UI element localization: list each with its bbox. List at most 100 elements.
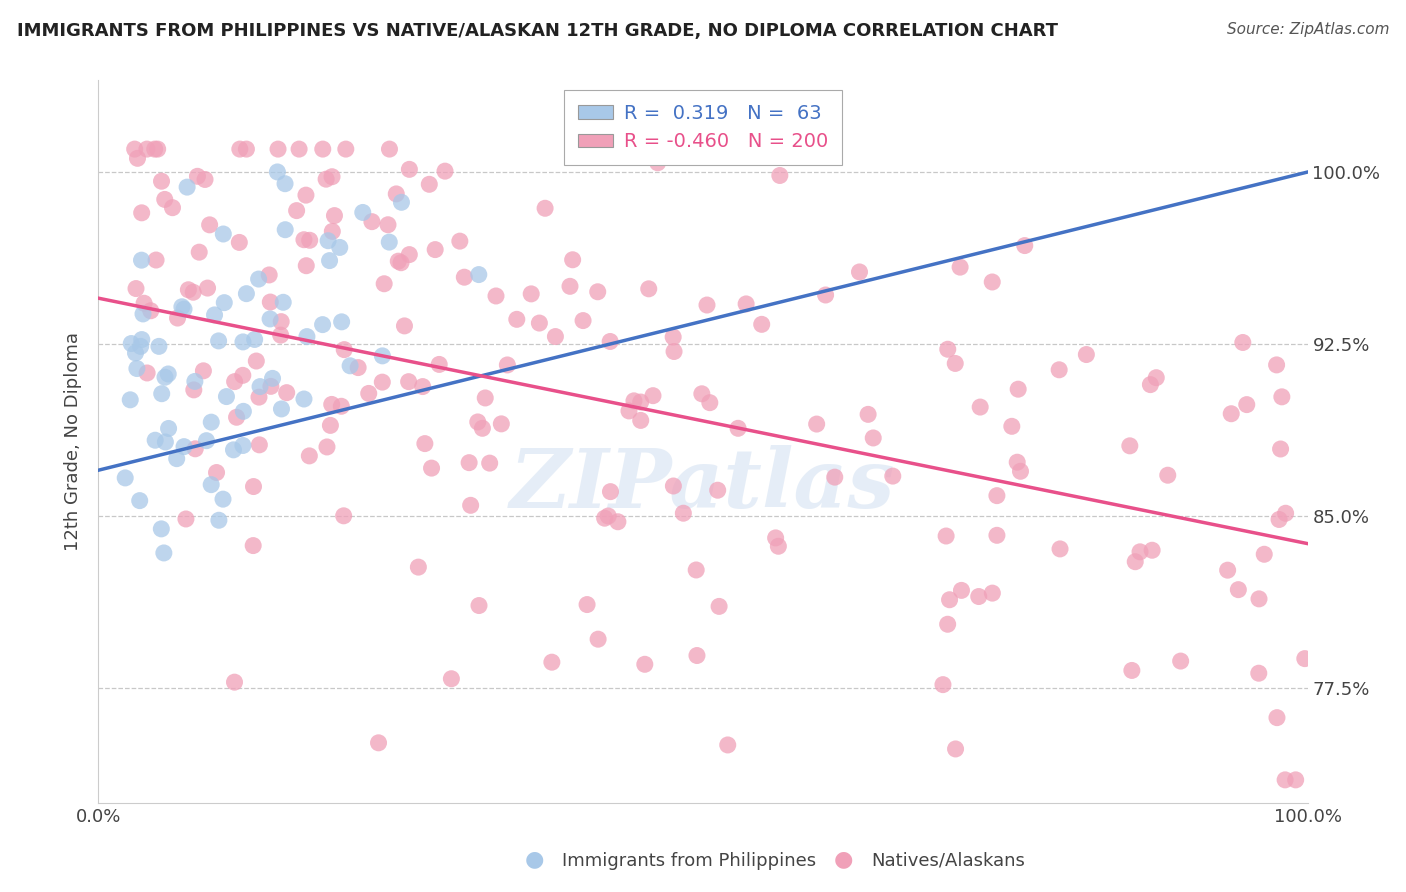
Point — [128, 493, 150, 508]
Point — [561, 252, 583, 267]
Point — [212, 492, 235, 507]
Point — [332, 508, 354, 523]
Point — [981, 586, 1004, 600]
Point — [242, 479, 264, 493]
Point — [266, 165, 288, 179]
Point — [1236, 398, 1258, 412]
Point — [391, 195, 413, 210]
Point — [690, 386, 713, 401]
Point — [247, 390, 270, 404]
Point — [1227, 582, 1250, 597]
Point — [270, 328, 292, 343]
Point — [195, 434, 218, 448]
Point — [232, 368, 254, 383]
Point — [292, 392, 315, 406]
Point — [186, 169, 208, 184]
Point — [398, 375, 420, 389]
Point — [330, 315, 353, 329]
Point — [506, 312, 529, 326]
Point — [599, 334, 621, 349]
Point — [385, 186, 408, 201]
Point — [361, 214, 384, 228]
Point — [181, 285, 204, 300]
Point — [491, 417, 513, 431]
Point — [1253, 547, 1275, 561]
Point — [135, 142, 157, 156]
Point — [225, 410, 247, 425]
Point — [1010, 464, 1032, 478]
Point — [150, 386, 173, 401]
Point — [544, 329, 567, 343]
Point — [394, 318, 416, 333]
Point — [150, 522, 173, 536]
Point — [1007, 382, 1029, 396]
Point — [1247, 591, 1270, 606]
Point — [153, 193, 176, 207]
Point — [699, 395, 721, 409]
Point — [212, 227, 235, 241]
Point — [529, 316, 551, 330]
Point — [274, 223, 297, 237]
Point — [200, 415, 222, 429]
Point — [558, 279, 581, 293]
Point — [418, 178, 440, 192]
Point — [969, 400, 991, 414]
Point — [318, 253, 340, 268]
Point — [315, 172, 337, 186]
Point — [768, 539, 790, 553]
Point — [735, 297, 758, 311]
Point — [586, 632, 609, 647]
Point — [943, 356, 966, 370]
Point — [257, 268, 280, 282]
Point — [606, 515, 628, 529]
Point — [717, 738, 740, 752]
Point — [204, 308, 226, 322]
Point — [378, 235, 401, 249]
Point — [270, 315, 292, 329]
Point — [1144, 370, 1167, 384]
Point — [205, 466, 228, 480]
Point — [425, 243, 447, 257]
Point — [1220, 407, 1243, 421]
Point — [188, 245, 211, 260]
Point — [814, 288, 837, 302]
Point — [229, 142, 252, 156]
Point — [856, 408, 879, 422]
Point — [173, 302, 195, 317]
Point — [1076, 347, 1098, 361]
Point — [157, 421, 180, 435]
Point — [468, 268, 491, 282]
Point — [986, 489, 1008, 503]
Point — [662, 330, 685, 344]
Point — [271, 295, 294, 310]
Point — [260, 379, 283, 393]
Point — [634, 657, 657, 672]
Point — [434, 164, 457, 178]
Point — [641, 389, 664, 403]
Point — [114, 471, 136, 485]
Point — [685, 563, 707, 577]
Point — [534, 201, 557, 215]
Point — [143, 142, 166, 156]
Point — [1268, 512, 1291, 526]
Point — [1265, 711, 1288, 725]
Point — [224, 675, 246, 690]
Point — [146, 142, 169, 156]
Point — [183, 383, 205, 397]
Point — [932, 678, 955, 692]
Point — [848, 265, 870, 279]
Point — [474, 391, 496, 405]
Point — [145, 253, 167, 268]
Point — [707, 599, 730, 614]
Point — [936, 343, 959, 357]
Point — [329, 240, 352, 254]
Point — [1170, 654, 1192, 668]
Point — [228, 235, 250, 250]
Text: ●: ● — [834, 850, 853, 870]
Point — [862, 431, 884, 445]
Point — [232, 334, 254, 349]
Point — [270, 401, 292, 416]
Point — [1271, 390, 1294, 404]
Point — [124, 346, 146, 360]
Point — [235, 142, 257, 156]
